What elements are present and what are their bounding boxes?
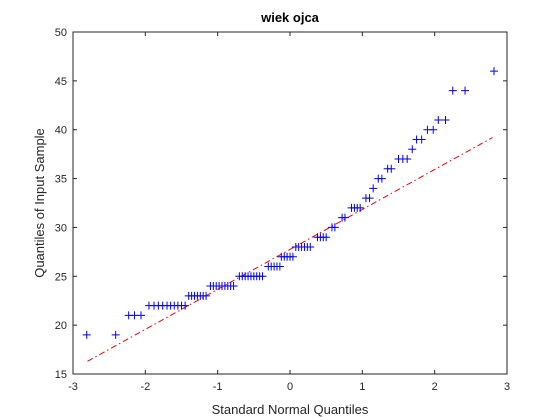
x-tick-label: -1 bbox=[213, 381, 223, 393]
x-tick-label: -3 bbox=[68, 381, 78, 393]
data-point bbox=[202, 291, 211, 300]
y-tick-label: 15 bbox=[55, 369, 67, 381]
data-point bbox=[377, 174, 386, 183]
data-point bbox=[306, 242, 315, 251]
x-axis-label: Standard Normal Quantiles bbox=[212, 402, 369, 417]
y-axis-label: Quantiles of Input Sample bbox=[32, 128, 47, 278]
data-point bbox=[461, 86, 470, 95]
data-point bbox=[288, 252, 297, 261]
data-point bbox=[441, 115, 450, 124]
y-tick-label: 25 bbox=[55, 271, 67, 283]
data-point bbox=[448, 86, 457, 95]
data-point bbox=[229, 282, 238, 291]
x-tick-label: 3 bbox=[504, 381, 510, 393]
y-tick-label: 40 bbox=[55, 125, 67, 137]
data-point bbox=[136, 311, 145, 320]
reference-line-layer bbox=[87, 137, 493, 362]
data-point bbox=[417, 135, 426, 144]
data-point bbox=[408, 145, 417, 154]
points-layer bbox=[82, 67, 498, 339]
y-tick-label: 20 bbox=[55, 320, 67, 332]
y-tick-label: 35 bbox=[55, 174, 67, 186]
y-ticks: 15 20 25 30 35 40 45 50 bbox=[55, 27, 507, 381]
data-point bbox=[181, 301, 190, 310]
plot-area bbox=[73, 32, 507, 374]
x-ticks: -3 -2 -1 0 1 2 3 bbox=[68, 32, 510, 393]
y-tick-label: 50 bbox=[55, 27, 67, 39]
data-point bbox=[489, 67, 498, 76]
data-point bbox=[356, 203, 365, 212]
data-point bbox=[275, 262, 284, 271]
data-point bbox=[322, 233, 331, 242]
data-point bbox=[429, 125, 438, 134]
data-point bbox=[434, 115, 443, 124]
data-point bbox=[330, 223, 339, 232]
y-tick-label: 30 bbox=[55, 222, 67, 234]
chart-title: wiek ojca bbox=[260, 10, 320, 25]
reference-line bbox=[87, 137, 493, 362]
data-point bbox=[111, 330, 120, 339]
data-point bbox=[82, 330, 91, 339]
x-tick-label: -2 bbox=[140, 381, 150, 393]
x-tick-label: 1 bbox=[359, 381, 365, 393]
data-point bbox=[369, 184, 378, 193]
data-point bbox=[340, 213, 349, 222]
data-point bbox=[387, 164, 396, 173]
data-point bbox=[403, 155, 412, 164]
x-tick-label: 2 bbox=[432, 381, 438, 393]
data-point bbox=[365, 194, 374, 203]
y-tick-label: 45 bbox=[55, 76, 67, 88]
x-tick-label: 0 bbox=[287, 381, 293, 393]
data-point bbox=[258, 272, 267, 281]
